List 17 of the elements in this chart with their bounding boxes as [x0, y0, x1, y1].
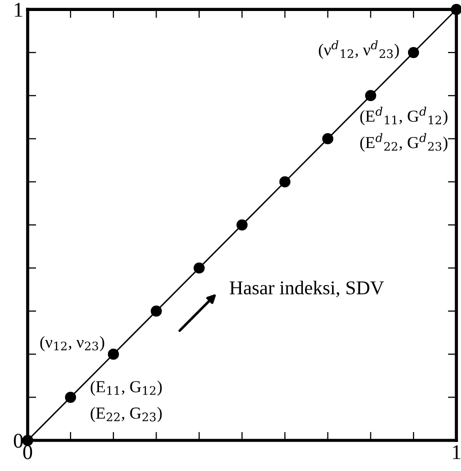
point	[450, 4, 461, 15]
point	[279, 176, 290, 188]
point	[236, 219, 248, 230]
point	[408, 46, 420, 58]
point	[64, 392, 76, 403]
point	[194, 262, 205, 274]
annotation: (E$_{11}$, G$_{12}$)	[90, 380, 162, 396]
point	[365, 90, 376, 102]
point	[108, 348, 119, 360]
point	[322, 133, 334, 144]
point	[150, 306, 162, 317]
annotation: Hasar indeksi, SDV	[230, 280, 384, 298]
annotation: (ν$^{d}$$_{12}$, ν$^{d}$$_{23}$)	[318, 40, 399, 59]
annotation: (ν$_{12}$, ν$_{23}$)	[40, 336, 104, 352]
annotation: (E$^{d}$$_{22}$, G$^{d}$$_{23}$)	[360, 133, 448, 152]
annotation: (E$^{d}$$_{11}$, G$^{d}$$_{12}$)	[360, 106, 448, 126]
annotation: (E$_{22}$, G$_{23}$)	[90, 407, 162, 422]
